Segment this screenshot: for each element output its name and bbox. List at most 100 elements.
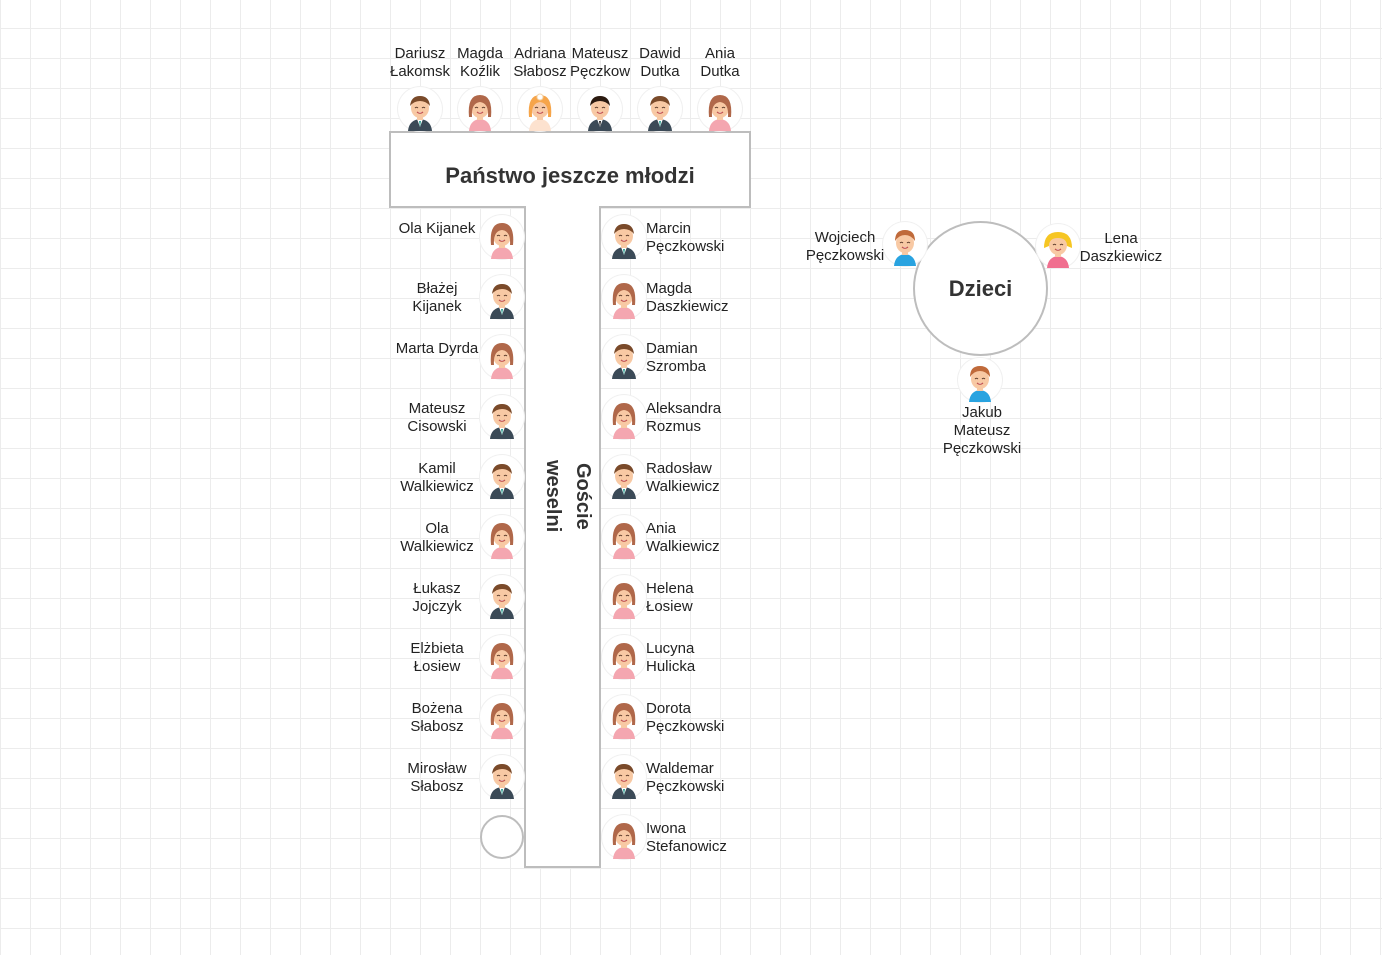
right-guest-name: Iwona Stefanowicz (646, 820, 746, 856)
right-guest-seat[interactable] (602, 635, 646, 679)
guest-name-line: Helena (646, 580, 694, 597)
guest-name-line: Lena (1104, 230, 1138, 247)
guest-name-line: Adriana (514, 45, 566, 62)
guest-name-line: Hulicka (646, 658, 696, 675)
left-guest-seat[interactable] (480, 395, 524, 439)
kids-table[interactable]: Dzieci (913, 221, 1048, 356)
right-guest-seat[interactable] (602, 275, 646, 319)
guest-name-line: Walkiewicz (400, 478, 474, 495)
guest-name-line: Magda (646, 280, 692, 297)
right-guest-name: Helena Łosiew (646, 580, 746, 616)
woman-avatar-icon (602, 815, 646, 859)
girl-avatar-icon (1036, 224, 1080, 268)
kid-guest-name: Jakub Mateusz Pęczkowski (940, 404, 1024, 458)
guest-name-line: Pęczkowski (646, 718, 725, 735)
guest-name-line: Jakub (961, 404, 1003, 421)
head-guest-seat[interactable] (578, 87, 622, 131)
woman-avatar-icon (602, 575, 646, 619)
guest-name-line: Pęczkowski (942, 440, 1022, 457)
left-guest-seat[interactable] (480, 755, 524, 799)
guest-name-line: Słabosz (513, 63, 567, 80)
guest-name-line: Ola Kijanek (398, 220, 476, 237)
kid-guest-seat[interactable] (1036, 224, 1080, 268)
guest-name-line: Łukasz (413, 580, 461, 597)
right-guest-name: Waldemar Pęczkowski (646, 760, 746, 796)
head-guest-seat[interactable] (518, 87, 562, 131)
man-suit-avatar-icon (480, 575, 524, 619)
head-table[interactable]: Państwo jeszcze młodzi (389, 131, 751, 208)
guest-name-line: Stefanowicz (646, 838, 727, 855)
right-guest-name: Lucyna Hulicka (646, 640, 746, 676)
right-guest-name: Magda Daszkiewicz (646, 280, 746, 316)
guests-table[interactable]: Goście weselni (524, 206, 601, 868)
head-guest-seat[interactable] (458, 87, 502, 131)
kids-table-label: Dzieci (948, 275, 1013, 301)
left-guest-seat[interactable] (480, 455, 524, 499)
right-guest-seat[interactable] (602, 755, 646, 799)
left-guest-name: Kamil Walkiewicz (392, 460, 482, 496)
kid-guest-name: Wojciech Pęczkowski (800, 229, 890, 265)
guest-name-line: Rozmus (646, 418, 702, 435)
left-guest-seat[interactable] (480, 635, 524, 679)
woman-avatar-icon (698, 87, 742, 131)
guest-name-line: Łosiew (646, 598, 693, 615)
left-guest-name: Błażej Kijanek (392, 280, 482, 316)
right-guest-name: Radosław Walkiewicz (646, 460, 746, 496)
guest-name-line: Magda (457, 45, 503, 62)
left-guest-seat[interactable] (480, 215, 524, 259)
left-guest-seat[interactable] (480, 335, 524, 379)
woman-avatar-icon (602, 695, 646, 739)
guest-name-line: Kijanek (412, 298, 462, 315)
guest-name-line: Walkiewicz (646, 478, 720, 495)
guest-name-line: Cisowski (407, 418, 467, 435)
right-guest-seat[interactable] (602, 395, 646, 439)
woman-avatar-icon (480, 515, 524, 559)
guest-name-line: Szromba (646, 358, 707, 375)
guest-name-line: Dutka (640, 63, 680, 80)
man-suit-avatar-icon (602, 335, 646, 379)
guest-name-line: Waldemar (646, 760, 714, 777)
empty-seat[interactable] (480, 815, 524, 859)
kid-guest-seat[interactable] (958, 358, 1002, 402)
head-guest-seat[interactable] (638, 87, 682, 131)
man-suit-avatar-icon (480, 275, 524, 319)
guest-name-line: Pęczkowski (805, 247, 885, 264)
boy-avatar-icon (958, 358, 1002, 402)
woman-avatar-icon (480, 695, 524, 739)
right-guest-seat[interactable] (602, 575, 646, 619)
right-guest-seat[interactable] (602, 815, 646, 859)
woman-avatar-icon (602, 635, 646, 679)
guest-name-line: Dariusz (394, 45, 446, 62)
head-guest-seat[interactable] (698, 87, 742, 131)
kid-guest-name: Lena Daszkiewicz (1076, 230, 1166, 266)
right-guest-name: Marcin Pęczkowski (646, 220, 746, 256)
left-guest-seat[interactable] (480, 515, 524, 559)
guest-name-line: Błażej (416, 280, 458, 297)
left-guest-seat[interactable] (480, 575, 524, 619)
man-suit-avatar-icon (602, 455, 646, 499)
right-guest-seat[interactable] (602, 695, 646, 739)
right-guest-seat[interactable] (602, 215, 646, 259)
left-guest-seat[interactable] (480, 275, 524, 319)
head-guest-seat[interactable] (398, 87, 442, 131)
woman-avatar-icon (458, 87, 502, 131)
guest-name-line: Koźlik (459, 63, 500, 80)
head-guest-name: Dariusz Łakomski (390, 45, 450, 81)
kid-guest-seat[interactable] (883, 222, 927, 266)
right-guest-seat[interactable] (602, 335, 646, 379)
left-guest-name: Elżbieta Łosiew (392, 640, 482, 676)
right-guest-seat[interactable] (602, 515, 646, 559)
guest-name-line: Dorota (646, 700, 692, 717)
head-guest-name: Dawid Dutka (630, 45, 690, 81)
head-table-label: Państwo jeszcze młodzi (445, 162, 695, 188)
left-guest-seat[interactable] (480, 695, 524, 739)
woman-avatar-icon (602, 395, 646, 439)
guest-name-line: Mateusz (408, 400, 466, 417)
left-guest-name: Mirosław Słabosz (392, 760, 482, 796)
guest-name-line: Dutka (700, 63, 740, 80)
man-suit-avatar-icon (398, 87, 442, 131)
guest-name-line: Mirosław (407, 760, 467, 777)
right-guest-seat[interactable] (602, 455, 646, 499)
right-guest-name: Dorota Pęczkowski (646, 700, 746, 736)
woman-avatar-icon (602, 275, 646, 319)
